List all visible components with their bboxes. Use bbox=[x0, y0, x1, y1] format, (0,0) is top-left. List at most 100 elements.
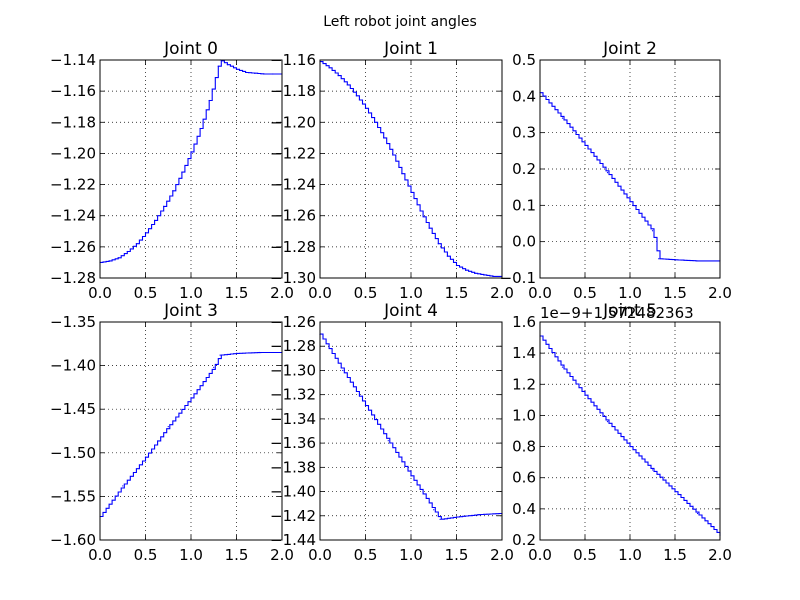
data-point bbox=[190, 397, 192, 399]
y-tick-label: −1.26 bbox=[270, 313, 316, 331]
x-tick-label: 0.5 bbox=[134, 546, 158, 564]
x-tick-label: 1.0 bbox=[618, 546, 642, 564]
y-tick-label: 0.3 bbox=[512, 124, 536, 142]
data-point bbox=[219, 354, 221, 356]
data-point bbox=[181, 171, 183, 173]
x-tick-label: 0.0 bbox=[88, 284, 112, 302]
x-tick-label: 2.0 bbox=[490, 284, 514, 302]
y-tick-label: −1.18 bbox=[270, 82, 316, 100]
axes-frame bbox=[319, 59, 503, 279]
y-tick-label: −1.20 bbox=[270, 113, 316, 131]
x-tick-label: 2.0 bbox=[270, 546, 294, 564]
y-tick-label: 0.6 bbox=[512, 469, 536, 487]
y-tick-label: −1.50 bbox=[50, 444, 96, 462]
x-tick-label: 1.0 bbox=[399, 546, 423, 564]
data-point bbox=[658, 258, 660, 260]
x-tick-label: 1.0 bbox=[399, 284, 423, 302]
y-tick-label: −1.24 bbox=[50, 207, 96, 225]
data-point bbox=[126, 250, 128, 253]
data-point bbox=[439, 518, 441, 521]
x-tick-label: 2.0 bbox=[270, 284, 294, 302]
data-point bbox=[364, 404, 367, 407]
y-tick-label: −1.20 bbox=[50, 144, 96, 162]
x-tick-label: 1.5 bbox=[445, 284, 469, 302]
data-point bbox=[208, 99, 210, 102]
y-tick-label: −1.35 bbox=[50, 313, 96, 331]
data-point bbox=[674, 491, 676, 493]
x-tick-label: 0.0 bbox=[88, 546, 112, 564]
data-point bbox=[167, 426, 169, 428]
data-point bbox=[478, 513, 480, 516]
data-point bbox=[419, 210, 421, 212]
x-tick-label: 0.5 bbox=[573, 284, 597, 302]
data-point bbox=[328, 67, 330, 69]
subplot-title: Joint 4 bbox=[383, 301, 438, 321]
x-tick-label: 1.5 bbox=[225, 284, 249, 302]
y-tick-label: −1.34 bbox=[270, 410, 316, 428]
y-tick-label: −1.14 bbox=[50, 51, 96, 69]
y-tick-label: −1.28 bbox=[50, 269, 96, 287]
y-tick-label: −1.18 bbox=[50, 113, 96, 131]
x-tick-label: 1.5 bbox=[225, 546, 249, 564]
y-tick-label: 0.8 bbox=[512, 438, 536, 456]
x-tick-label: 0.5 bbox=[354, 546, 378, 564]
data-point bbox=[410, 191, 412, 193]
data-point bbox=[245, 71, 247, 74]
data-point bbox=[492, 275, 494, 278]
y-tick-label: −1.16 bbox=[270, 51, 316, 69]
y-tick-label: −1.16 bbox=[50, 82, 96, 100]
subplot-title: Joint 5 bbox=[602, 301, 657, 321]
data-point bbox=[135, 243, 137, 245]
subplot-title: Joint 0 bbox=[163, 39, 218, 59]
data-point bbox=[696, 512, 699, 515]
x-tick-label: 1.0 bbox=[618, 284, 642, 302]
y-tick-label: −1.55 bbox=[50, 487, 96, 505]
subplot-title: Joint 1 bbox=[383, 39, 438, 59]
y-tick-label: −1.44 bbox=[270, 531, 316, 549]
subplot-5: 0.0 0.5 1.0 1.5 2.0 0.2 0.4 0.6 0.8 1.0 1.2 1.4 1.6 J… bbox=[512, 301, 732, 564]
y-tick-label: 0.0 bbox=[512, 233, 536, 251]
y-tick-label: −1.36 bbox=[270, 434, 316, 452]
data-point bbox=[433, 509, 435, 511]
data-point bbox=[144, 232, 147, 234]
figure-title: Left robot joint angles bbox=[323, 14, 477, 30]
data-point bbox=[217, 65, 219, 67]
x-tick-label: 2.0 bbox=[490, 546, 514, 564]
y-tick-label: 1.2 bbox=[512, 375, 536, 393]
axes-frame bbox=[539, 321, 721, 541]
data-point bbox=[226, 64, 228, 66]
offset-text: 1e−9+1.572482363 bbox=[540, 304, 694, 322]
y-tick-label: −1.28 bbox=[270, 238, 316, 256]
data-point bbox=[383, 137, 385, 139]
x-tick-label: 0.0 bbox=[308, 546, 332, 564]
y-tick-label: −1.45 bbox=[50, 400, 96, 418]
data-point bbox=[483, 274, 485, 276]
data-point bbox=[410, 475, 412, 477]
y-tick-label: −0.1 bbox=[500, 269, 536, 287]
data-point bbox=[172, 190, 174, 192]
x-tick-label: 0.5 bbox=[573, 546, 597, 564]
data-point bbox=[561, 366, 564, 368]
y-tick-label: 1.0 bbox=[512, 406, 536, 424]
y-tick-label: 1.6 bbox=[512, 313, 536, 331]
y-tick-label: −1.28 bbox=[270, 337, 316, 355]
data-point bbox=[235, 68, 238, 70]
data-point bbox=[263, 73, 265, 75]
data-point bbox=[387, 440, 389, 442]
y-tick-label: −1.32 bbox=[270, 386, 316, 404]
series-line bbox=[320, 61, 502, 277]
data-point bbox=[346, 84, 348, 86]
data-point bbox=[364, 107, 367, 109]
axes-frame bbox=[99, 321, 283, 541]
data-point bbox=[258, 351, 260, 354]
data-point bbox=[122, 485, 124, 487]
axes-frame bbox=[539, 59, 721, 279]
data-point bbox=[455, 516, 458, 518]
data-point bbox=[355, 95, 357, 97]
axes-frame bbox=[319, 321, 503, 541]
data-point bbox=[446, 255, 448, 257]
data-point bbox=[342, 369, 344, 372]
x-tick-label: 0.5 bbox=[134, 284, 158, 302]
